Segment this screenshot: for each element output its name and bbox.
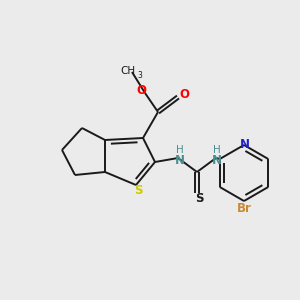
Text: O: O <box>136 85 146 98</box>
Text: N: N <box>212 154 222 166</box>
Text: Br: Br <box>237 202 251 215</box>
Text: H: H <box>213 145 221 155</box>
Text: N: N <box>175 154 185 166</box>
Text: 3: 3 <box>138 71 142 80</box>
Text: H: H <box>176 145 184 155</box>
Text: S: S <box>134 184 142 197</box>
Text: O: O <box>179 88 189 101</box>
Text: N: N <box>240 137 250 151</box>
Text: CH: CH <box>120 66 136 76</box>
Text: S: S <box>195 193 203 206</box>
